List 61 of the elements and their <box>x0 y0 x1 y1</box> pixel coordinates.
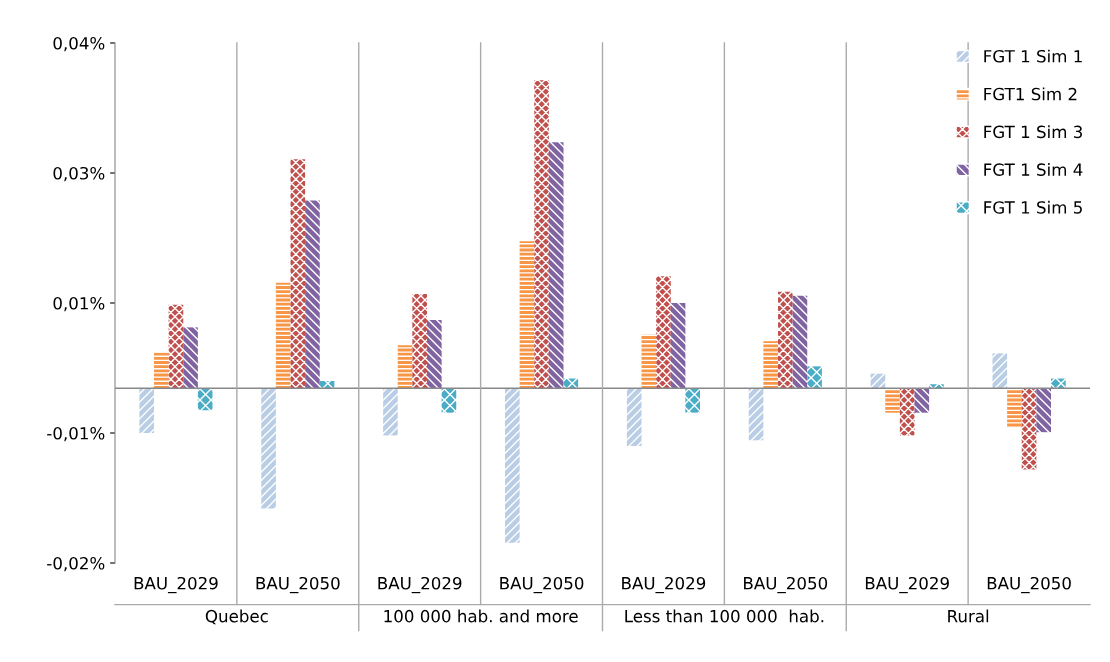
bar <box>1021 388 1037 470</box>
bar <box>929 384 944 389</box>
bar <box>548 142 564 389</box>
bar <box>656 276 671 389</box>
x-tick-label: BAU_2050 <box>256 576 340 594</box>
bar <box>992 353 1008 389</box>
x-tick-label: BAU_2029 <box>134 576 218 594</box>
bar <box>441 388 457 413</box>
bar <box>261 388 276 509</box>
text: Less than 100 000 hab. <box>625 609 824 623</box>
bar <box>168 304 184 389</box>
bar <box>197 388 213 411</box>
bar <box>641 334 657 389</box>
bar <box>626 388 642 446</box>
bar <box>670 303 686 389</box>
bar <box>505 388 520 543</box>
bar <box>763 341 778 389</box>
y-tick-label: -0,01% <box>47 426 105 442</box>
legend-label: FGT 1 Sim 3 <box>984 125 1082 139</box>
bar <box>1051 378 1066 389</box>
bar <box>792 295 808 389</box>
bar <box>807 366 822 389</box>
y-tick-label: 0,01% <box>53 296 105 312</box>
bar <box>383 388 398 436</box>
bar <box>748 388 764 441</box>
bar <box>885 388 900 413</box>
bar <box>397 345 413 389</box>
bar <box>183 327 198 389</box>
y-tick-label: 0,03% <box>53 166 105 182</box>
bar <box>305 200 320 389</box>
x-tick-label: BAU_2029 <box>378 576 462 594</box>
bar <box>319 381 335 389</box>
bar <box>154 352 169 389</box>
bar <box>534 80 549 389</box>
bar <box>1007 388 1022 428</box>
bar <box>1036 388 1051 433</box>
y-tick-label: 0,04% <box>53 36 105 52</box>
bar <box>685 388 700 413</box>
x-tick-label: BAU_2029 <box>622 576 706 594</box>
text: Quebec <box>205 609 268 625</box>
legend-label: FGT 1 Sim 5 <box>984 200 1082 214</box>
text: Rural <box>948 609 989 623</box>
bar <box>139 388 154 433</box>
y-tick-label: -0,02% <box>47 556 105 572</box>
legend-label: FGT 1 Sim 4 <box>984 163 1083 176</box>
bar <box>275 282 291 389</box>
x-tick-label: BAU_2050 <box>744 576 828 594</box>
bar <box>778 291 793 389</box>
bar <box>899 388 915 436</box>
bar <box>427 320 442 389</box>
text: 100 000 hab. and more <box>384 609 578 623</box>
x-tick-label: BAU_2029 <box>865 576 949 594</box>
x-tick-label: BAU_2050 <box>500 576 584 594</box>
legend-label: FGT1 Sim 2 <box>984 87 1077 101</box>
bar <box>290 159 306 389</box>
legend-label: FGT 1 Sim 1 <box>984 49 1082 63</box>
bar <box>914 388 930 413</box>
x-tick-label: BAU_2050 <box>987 576 1071 594</box>
bar <box>870 373 886 389</box>
bar <box>412 294 427 389</box>
bar <box>519 241 535 389</box>
